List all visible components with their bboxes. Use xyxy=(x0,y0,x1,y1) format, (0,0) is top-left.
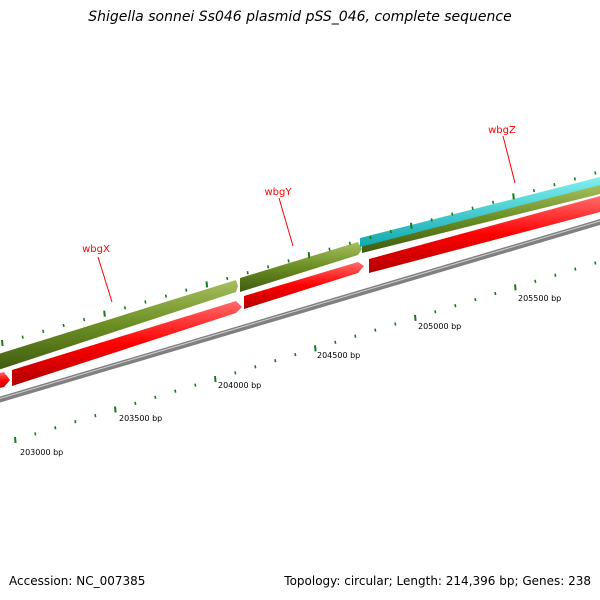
ruler-tick-15 xyxy=(314,345,317,352)
outer-tick-11 xyxy=(226,276,229,281)
ruler-tick-20 xyxy=(414,314,417,321)
ruler-tick-12 xyxy=(254,365,257,369)
ruler-tick-14 xyxy=(294,352,297,357)
reverse-feature-2[interactable] xyxy=(12,301,242,386)
outer-tick-15 xyxy=(307,252,311,259)
outer-tick-13 xyxy=(267,265,270,269)
gene-label-wbgy[interactable]: wbgY xyxy=(265,187,293,198)
reverse-feature-3[interactable] xyxy=(244,262,364,309)
ruler-tick-2 xyxy=(54,426,57,430)
forward-feature-3[interactable] xyxy=(362,184,600,253)
ruler-tick-3 xyxy=(74,420,77,424)
ruler-label-203000: 203000 bp xyxy=(20,448,63,457)
ruler-label-205000: 205000 bp xyxy=(418,322,461,331)
ruler-tick-18 xyxy=(374,328,377,332)
ruler-tick-13 xyxy=(274,359,277,363)
outer-tick-26 xyxy=(532,188,536,193)
outer-tick-4 xyxy=(83,317,86,322)
ruler-tick-27 xyxy=(554,273,557,277)
outer-tick-22 xyxy=(451,212,454,216)
outer-tick-6 xyxy=(123,306,127,310)
reverse-feature-1[interactable] xyxy=(0,372,10,389)
ruler-tick-4 xyxy=(94,413,97,418)
forward-feature-2[interactable] xyxy=(240,242,362,292)
sequence-ruler xyxy=(14,261,597,444)
outer-tick-20 xyxy=(410,222,413,229)
ruler-tick-6 xyxy=(134,401,137,406)
ruler-tick-0 xyxy=(14,436,17,444)
ruler-tick-11 xyxy=(234,371,237,375)
ruler-tick-19 xyxy=(394,322,397,326)
map-title: Shigella sonnei Ss046 plasmid pSS_046, c… xyxy=(88,9,512,25)
ruler-tick-5 xyxy=(114,406,117,413)
topology-summary: Topology: circular; Length: 214,396 bp; … xyxy=(284,574,591,588)
outer-tick-18 xyxy=(369,235,372,240)
cyan-feature[interactable] xyxy=(360,177,600,247)
ruler-tick-28 xyxy=(574,267,577,271)
forward-feature-1[interactable] xyxy=(0,280,238,371)
ruler-tick-22 xyxy=(454,304,457,308)
outer-tick-23 xyxy=(471,206,474,210)
ruler-tick-29 xyxy=(594,261,597,265)
ruler-tick-17 xyxy=(354,334,357,338)
ruler-tick-16 xyxy=(334,340,337,344)
outer-tick-17 xyxy=(348,241,351,245)
outer-tick-marks xyxy=(1,171,597,347)
ruler-tick-23 xyxy=(474,297,477,302)
outer-tick-8 xyxy=(164,294,167,298)
accession-label: Accession: NC_007385 xyxy=(9,574,146,588)
outer-tick-0 xyxy=(1,339,4,347)
ruler-tick-8 xyxy=(174,389,177,393)
outer-tick-1 xyxy=(21,335,24,339)
outer-tick-27 xyxy=(553,183,556,187)
ruler-label-204500: 204500 bp xyxy=(317,351,360,360)
ruler-tick-26 xyxy=(534,279,537,283)
ruler-tick-1 xyxy=(34,432,37,436)
outer-tick-24 xyxy=(492,200,495,204)
outer-tick-16 xyxy=(328,247,331,251)
gene-label-wbgz[interactable]: wbgZ xyxy=(488,125,516,136)
outer-tick-9 xyxy=(185,288,188,292)
outer-tick-14 xyxy=(287,259,290,263)
outer-tick-2 xyxy=(42,329,45,333)
backbone-highlight xyxy=(0,220,600,400)
outer-tick-29 xyxy=(594,171,597,175)
ruler-tick-25 xyxy=(514,284,517,291)
reverse-feature-4[interactable] xyxy=(369,196,600,273)
wbgz-pointer xyxy=(502,135,516,184)
ruler-tick-24 xyxy=(494,291,497,296)
gene-label-wbgx[interactable]: wbgX xyxy=(82,244,110,255)
outer-tick-25 xyxy=(512,193,515,200)
outer-tick-3 xyxy=(62,323,65,328)
outer-tick-19 xyxy=(389,229,392,234)
ruler-label-204000: 204000 bp xyxy=(218,381,261,390)
outer-tick-12 xyxy=(246,271,249,275)
outer-tick-21 xyxy=(430,218,433,222)
ruler-tick-21 xyxy=(434,310,437,314)
ruler-label-203500: 203500 bp xyxy=(119,414,162,423)
ruler-tick-7 xyxy=(154,395,157,399)
outer-tick-10 xyxy=(205,281,209,288)
ruler-tick-9 xyxy=(194,383,197,387)
wbgy-pointer xyxy=(278,197,294,247)
ruler-tick-10 xyxy=(214,375,217,383)
outer-tick-28 xyxy=(573,177,576,181)
outer-tick-5 xyxy=(103,310,106,317)
outer-tick-7 xyxy=(144,300,147,304)
ruler-label-205500: 205500 bp xyxy=(518,294,561,303)
wbgx-pointer xyxy=(97,256,113,303)
